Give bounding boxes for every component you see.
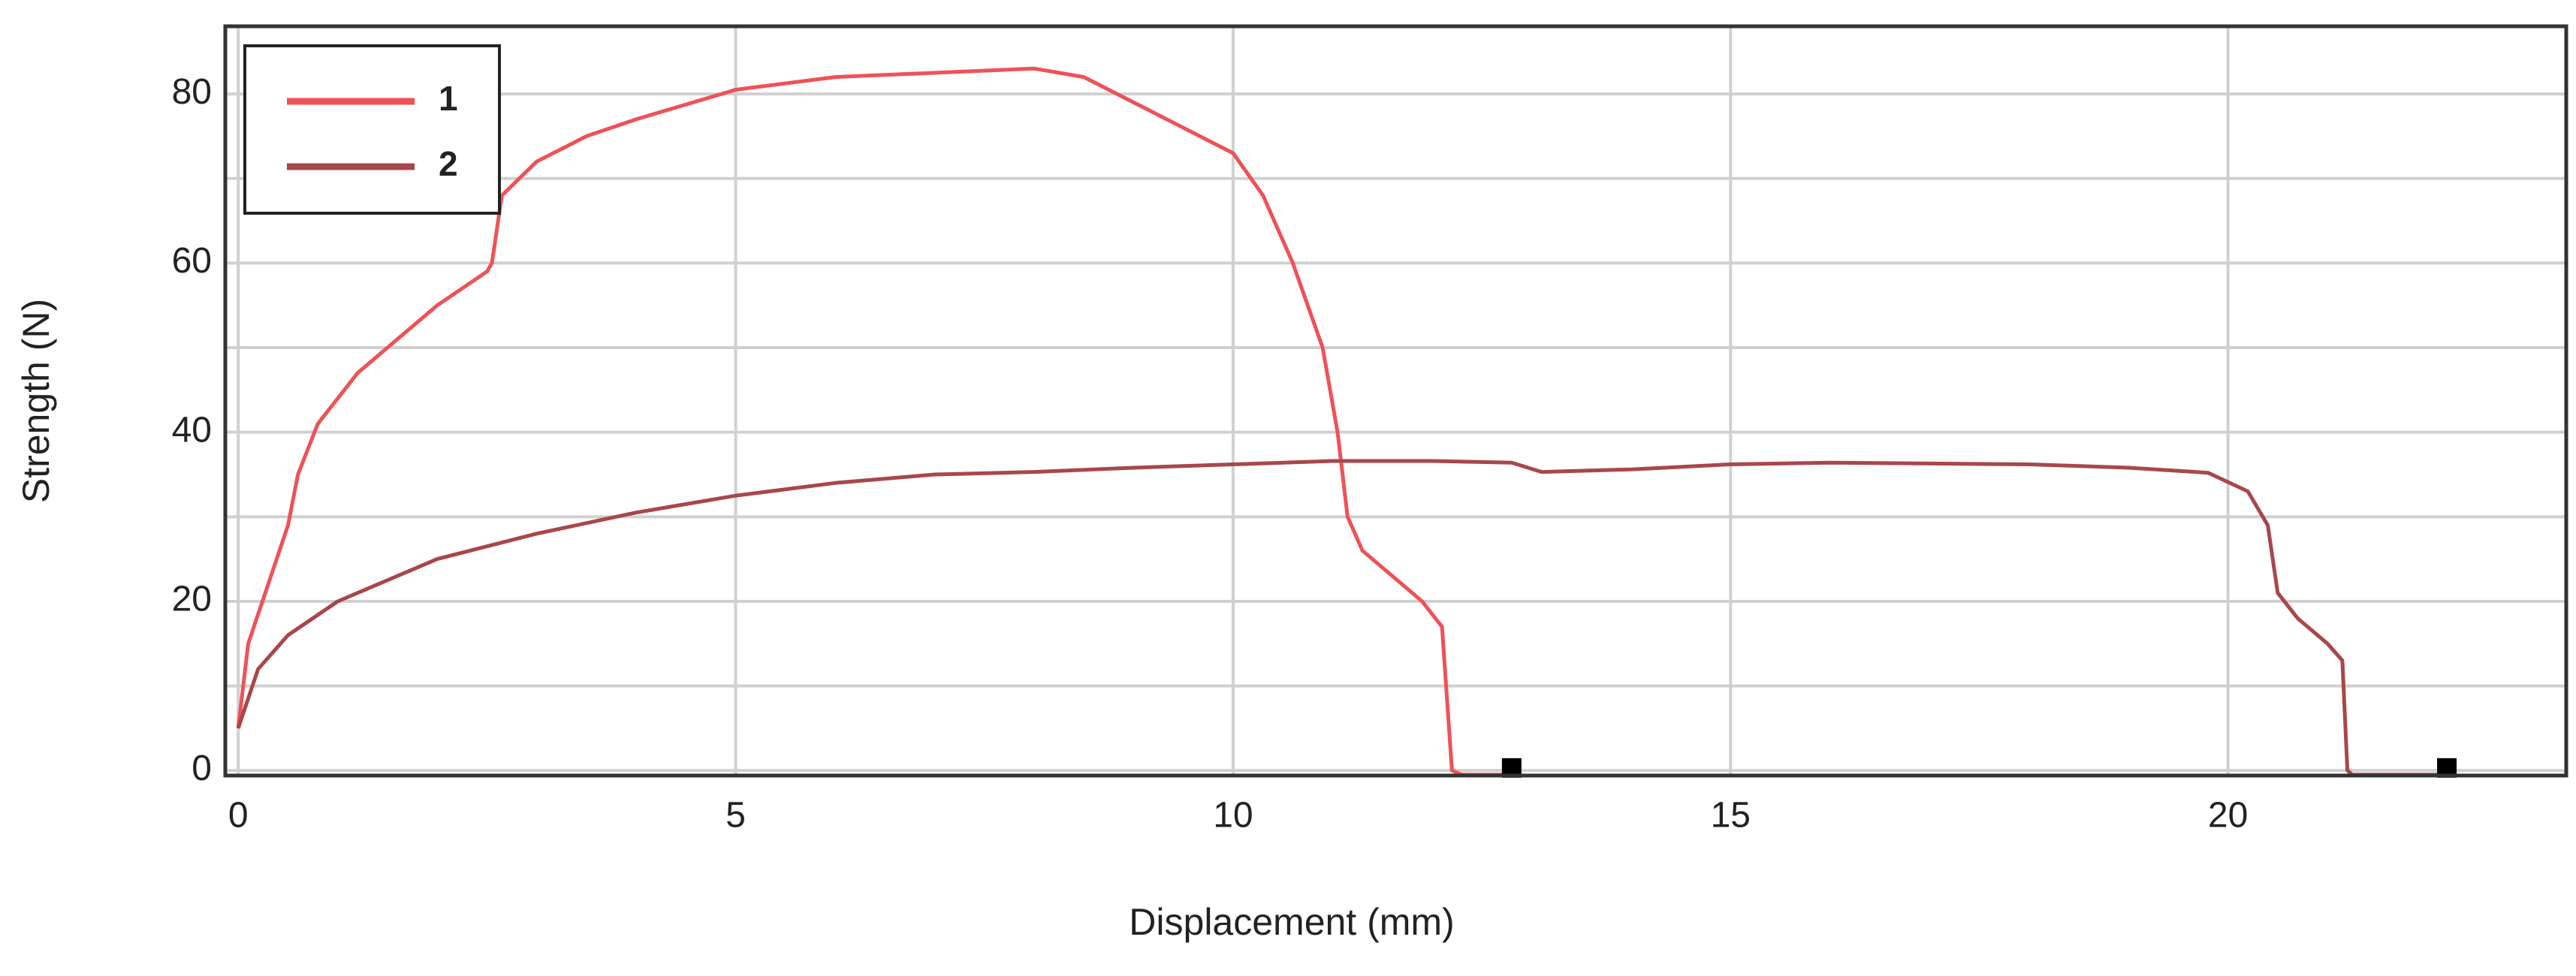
- plot-frame: [223, 24, 2568, 778]
- y-axis-label: Strength (N): [15, 299, 57, 503]
- series-line: [236, 459, 2447, 777]
- x-tick-label: 20: [2208, 796, 2248, 836]
- legend-label: 1: [439, 79, 458, 118]
- x-tick-label: 5: [725, 796, 746, 836]
- y-tick-label: 80: [172, 72, 212, 112]
- y-tick-label: 0: [192, 749, 212, 788]
- x-tick-label: 10: [1213, 796, 1253, 836]
- x-tick-label: 15: [1711, 796, 1751, 836]
- legend-label: 2: [439, 144, 458, 183]
- y-tick-label: 20: [172, 580, 212, 619]
- legend-box: [243, 44, 501, 215]
- series-line: [236, 66, 1512, 777]
- y-tick-label: 40: [172, 410, 212, 450]
- x-axis-label: Displacement (mm): [1129, 901, 1454, 943]
- y-tick-label: 60: [172, 241, 212, 281]
- x-tick-label: 0: [228, 796, 249, 836]
